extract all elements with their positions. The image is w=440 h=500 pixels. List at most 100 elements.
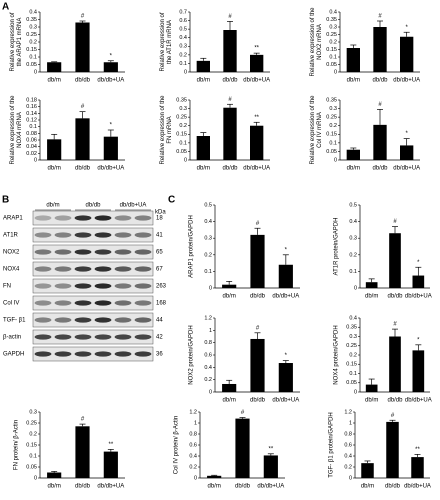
bar [412, 275, 425, 288]
bar [222, 383, 237, 392]
blot-strip [32, 210, 154, 226]
lane-label: db/db+UA [120, 203, 147, 209]
blot-band [134, 317, 152, 323]
blot-band [134, 334, 152, 340]
blot-band [94, 215, 112, 221]
y-tick-label: 0.35 [176, 97, 187, 103]
bar [361, 463, 374, 478]
blot-band [94, 300, 112, 306]
y-tick-label: 0.4 [29, 9, 37, 15]
y-tick-label: 0.1 [349, 269, 357, 275]
y-tick-label: 0.2 [29, 431, 37, 437]
kda-label: 44 [156, 318, 163, 324]
y-axis-label: NOX2 mRNA [317, 24, 323, 60]
y-axis-label: Relative expression of the [10, 95, 16, 165]
y-tick-label: 0.8 [189, 431, 197, 437]
x-tick-label: db/m [347, 78, 360, 84]
y-tick-label: 0.1 [329, 140, 337, 146]
y-tick-label: 0.14 [26, 111, 37, 117]
x-tick-label: db/db+UA [272, 398, 299, 404]
y-axis-label: the AT1R mRNA [167, 20, 173, 64]
x-tick-label: db/m [47, 484, 60, 490]
y-tick-label: 0.25 [26, 420, 37, 426]
panel-label: B [2, 195, 9, 206]
y-tick-label: 0 [349, 475, 352, 481]
blot-band [34, 249, 52, 255]
y-tick-label: 0 [34, 475, 37, 481]
x-tick-label: db/db [222, 78, 238, 84]
blot-band [134, 249, 152, 255]
y-tick-label: 0.6 [179, 18, 187, 24]
blot-band [74, 317, 92, 323]
bar [103, 451, 118, 478]
y-tick-label: 0 [334, 157, 337, 163]
blot-band [74, 300, 92, 306]
bar [250, 338, 265, 392]
significance-label: # [81, 14, 85, 20]
blot-band [54, 266, 72, 272]
x-tick-label: db/db [75, 78, 91, 84]
x-tick-label: db/db [250, 294, 266, 300]
x-tick-label: db/db [387, 398, 403, 404]
y-tick-label: 0.1 [204, 269, 212, 275]
blot-strip [32, 346, 154, 362]
bar [47, 62, 62, 72]
y-tick-label: 0.2 [189, 464, 197, 470]
x-tick-label: db/m [222, 294, 235, 300]
y-tick-label: 0.35 [346, 325, 357, 331]
lane-label: db/m [46, 203, 59, 209]
bar [278, 363, 293, 392]
y-tick-label: 0.25 [346, 343, 357, 349]
significance-label: * [110, 123, 113, 129]
significance-label: # [256, 325, 260, 331]
blot-band [134, 266, 152, 272]
blot-strip [32, 329, 154, 345]
blot-band [94, 232, 112, 238]
x-tick-label: db/db+UA [97, 484, 124, 490]
blot-strip [32, 295, 154, 311]
blot-band [114, 215, 132, 221]
y-tick-label: 0 [209, 389, 212, 395]
y-tick-label: 0.3 [204, 236, 212, 242]
y-tick-label: 0.3 [349, 236, 357, 242]
y-tick-label: 1.2 [204, 315, 212, 321]
y-tick-label: 0.06 [26, 137, 37, 143]
bar [389, 233, 401, 288]
significance-label: # [391, 413, 395, 419]
y-tick-label: 0.12 [26, 117, 37, 123]
bar [346, 48, 360, 72]
x-tick-label: db/m [361, 484, 374, 490]
kda-label: 67 [156, 267, 163, 273]
y-tick-label: 0.4 [204, 365, 212, 371]
significance-label: ** [108, 442, 113, 448]
y-tick-label: 0.3 [179, 44, 187, 50]
y-tick-label: 0.2 [329, 39, 337, 45]
y-axis-label: ARAP1 protein/GAPDH [189, 215, 195, 278]
blot-band [134, 232, 152, 238]
y-tick-label: 0.4 [344, 453, 352, 459]
y-tick-label: 0.05 [26, 62, 37, 68]
x-tick-label: db/db+UA [405, 398, 432, 404]
x-tick-label: db/db [372, 78, 388, 84]
significance-label: * [285, 353, 288, 359]
x-tick-label: db/db+UA [272, 294, 299, 300]
blot-band [134, 300, 152, 306]
bar [250, 125, 264, 160]
x-tick-label: db/db+UA [405, 294, 432, 300]
significance-label: ** [268, 446, 273, 452]
x-tick-label: db/m [365, 398, 378, 404]
bar [389, 336, 401, 392]
y-tick-label: 0.4 [329, 9, 337, 15]
y-tick-label: 0.3 [349, 334, 357, 340]
significance-label: ** [254, 115, 259, 121]
blot-band [34, 300, 52, 306]
bar [411, 457, 424, 478]
y-tick-label: 0.4 [179, 35, 187, 41]
bar [75, 426, 90, 478]
significance-label: * [285, 247, 288, 253]
bar [75, 22, 90, 72]
y-tick-label: 0 [184, 157, 187, 163]
significance-label: ** [254, 46, 259, 52]
protein-label: GAPDH [3, 352, 24, 358]
significance-label: # [378, 14, 382, 20]
